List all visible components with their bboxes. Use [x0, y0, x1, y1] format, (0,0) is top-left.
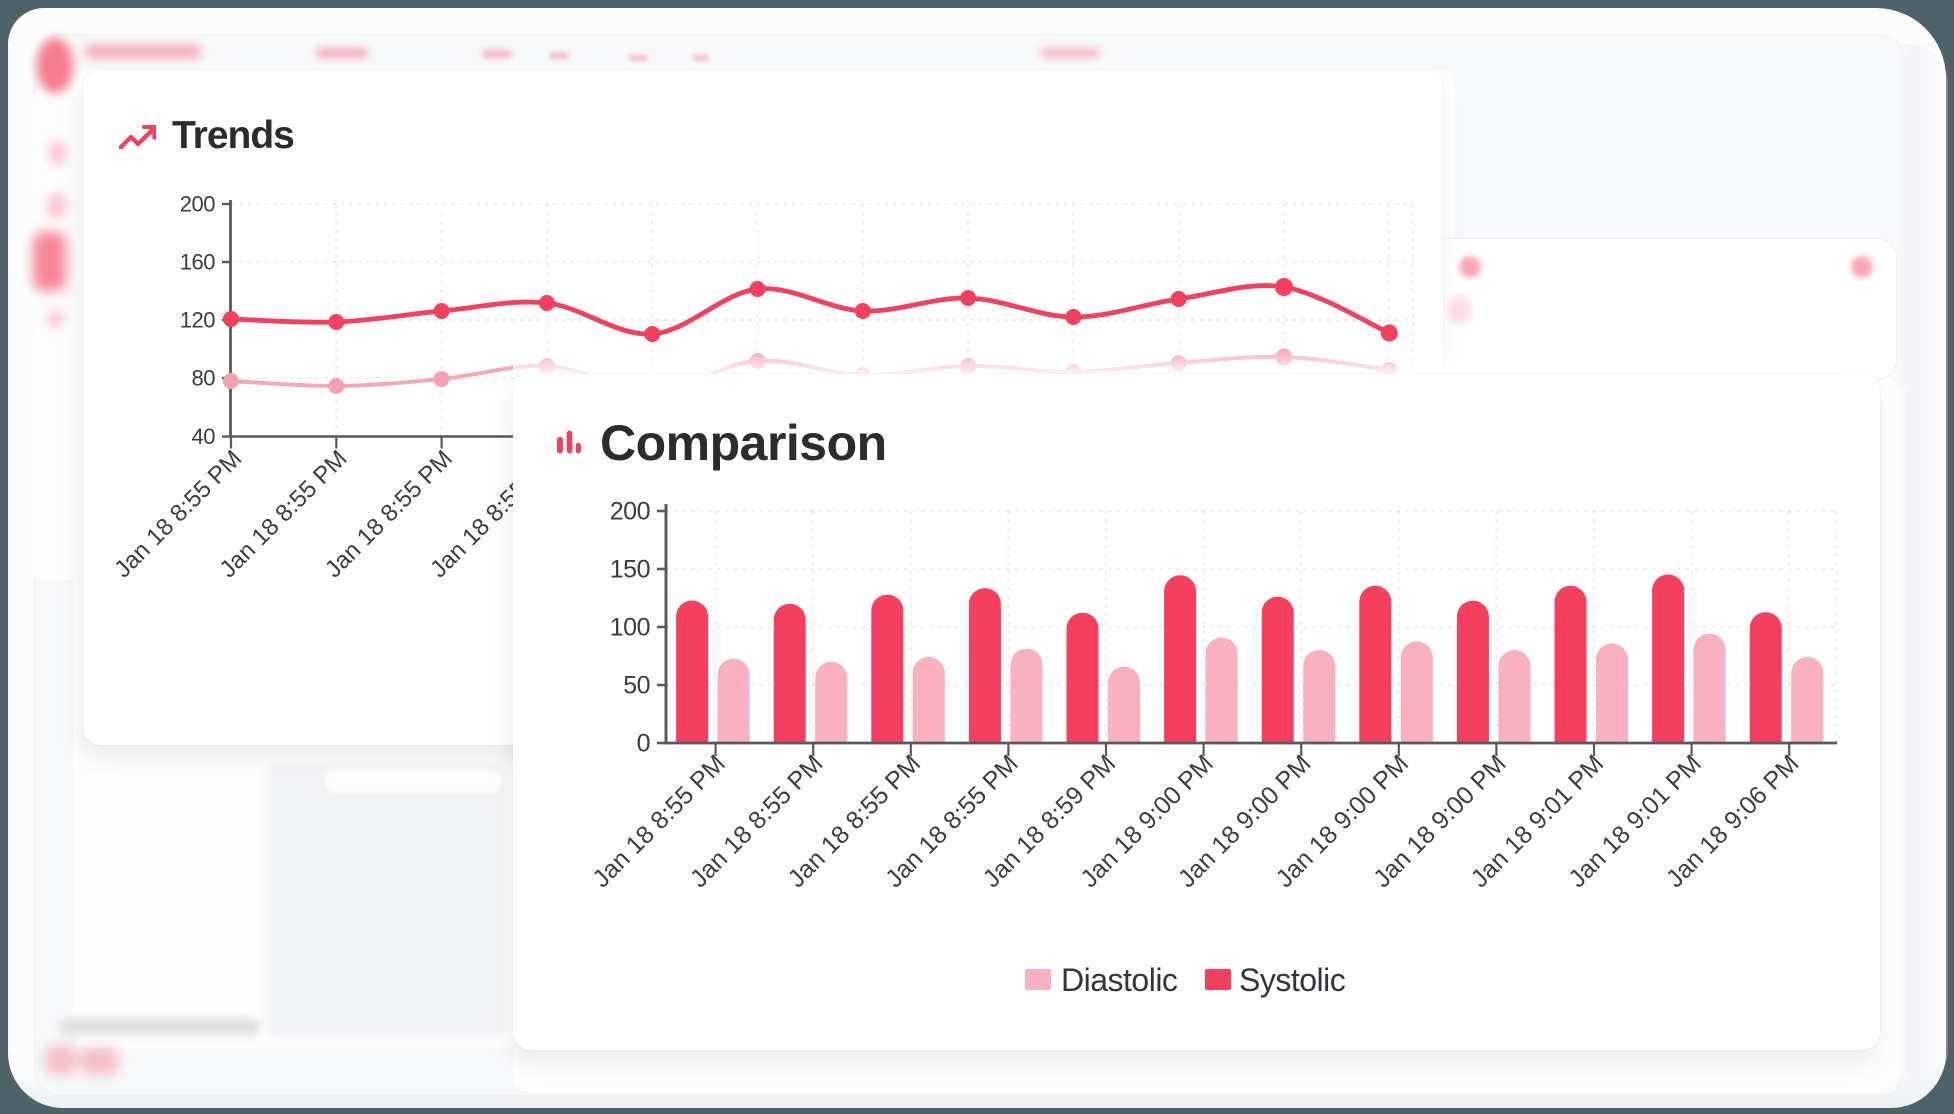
svg-text:100: 100 [610, 614, 650, 642]
svg-text:Diastolic: Diastolic [1061, 962, 1178, 998]
svg-text:160: 160 [180, 250, 215, 275]
svg-text:200: 200 [180, 192, 215, 217]
svg-text:Systolic: Systolic [1239, 962, 1346, 998]
svg-text:80: 80 [192, 366, 216, 391]
svg-text:50: 50 [623, 672, 650, 700]
svg-text:0: 0 [637, 730, 650, 758]
svg-text:200: 200 [610, 498, 650, 526]
svg-text:150: 150 [610, 556, 650, 584]
svg-text:120: 120 [180, 308, 215, 333]
svg-text:40: 40 [192, 424, 216, 449]
